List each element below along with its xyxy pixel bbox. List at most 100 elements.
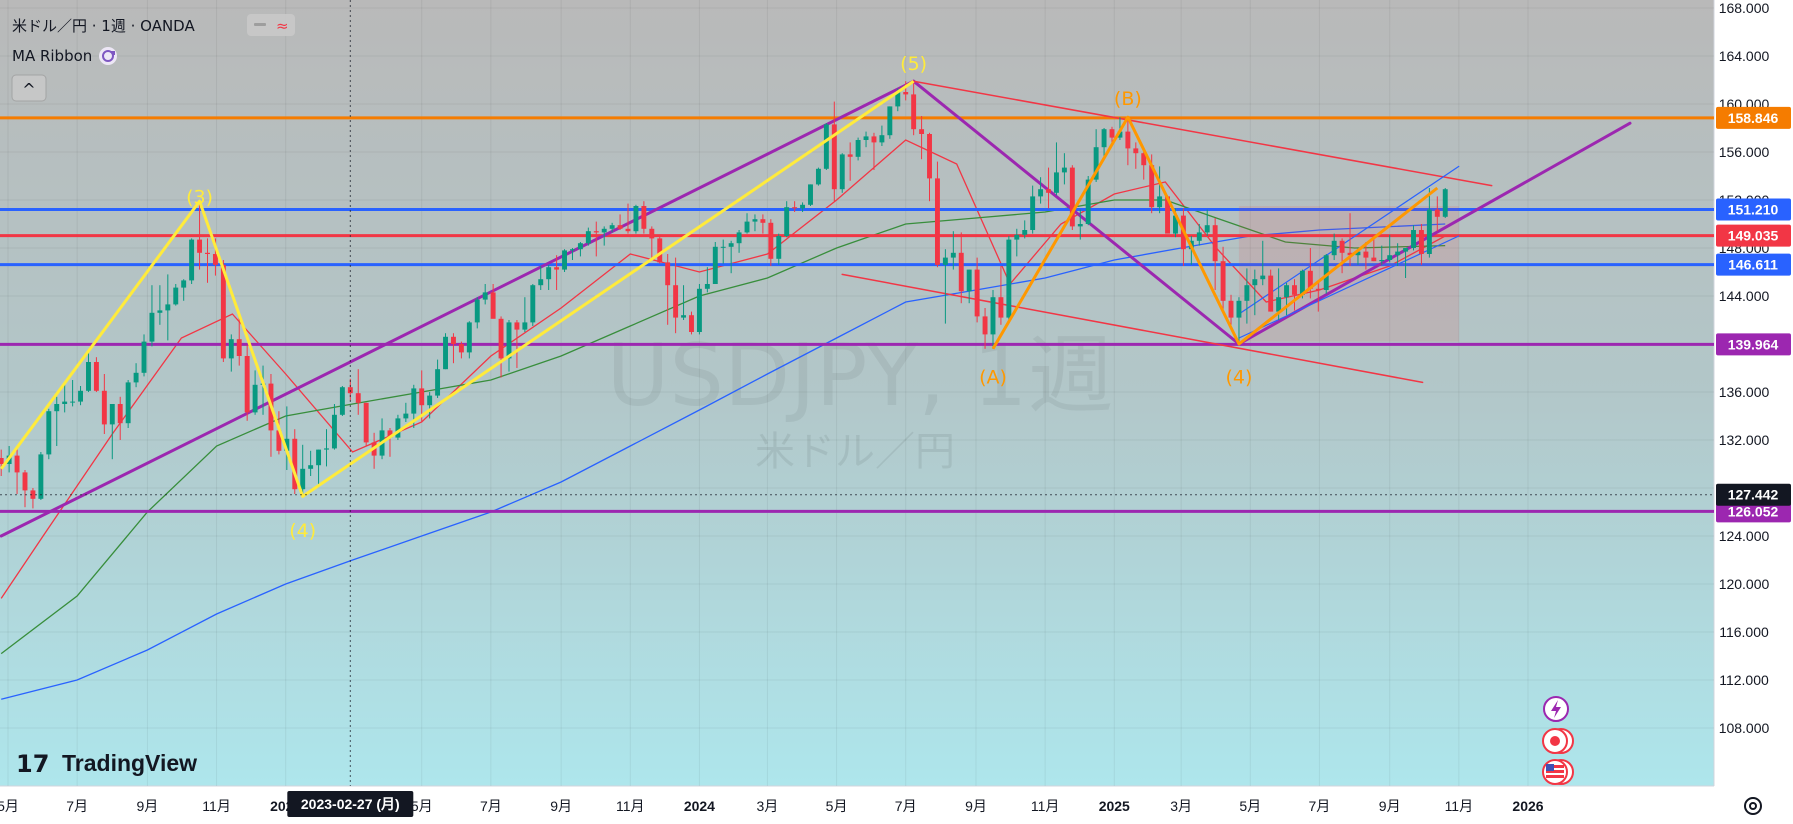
candle-body xyxy=(252,384,258,413)
candle-body xyxy=(205,252,210,254)
candle-body xyxy=(562,250,567,270)
candle-body xyxy=(792,207,798,209)
candle-body xyxy=(490,292,496,319)
candle-body xyxy=(800,204,806,209)
dividend-icon[interactable] xyxy=(1542,728,1574,754)
time-tick-label: 3月 xyxy=(1170,798,1192,814)
lightning-icon[interactable] xyxy=(1543,696,1569,722)
candle-body xyxy=(1030,196,1036,230)
horizontal-lines-layer xyxy=(0,116,1714,513)
price-tag xyxy=(1716,224,1791,247)
candle-body xyxy=(1093,147,1099,180)
trend-lines-layer xyxy=(0,79,1632,538)
candle-body xyxy=(681,315,687,318)
chevron-up-icon[interactable]: ^ xyxy=(22,80,35,99)
candle-body xyxy=(403,413,409,419)
price-tick-label: 116.000 xyxy=(1719,624,1769,640)
candle-body xyxy=(62,401,68,404)
candle-body xyxy=(506,322,512,359)
price-tag xyxy=(1716,253,1791,276)
candle-body xyxy=(133,372,139,383)
price-tag-label: 149.035 xyxy=(1728,228,1779,244)
candle-body xyxy=(411,388,417,414)
candle-body xyxy=(46,411,52,455)
time-tick-label: 7月 xyxy=(480,798,502,814)
candle-body xyxy=(744,221,750,233)
tradingview-logo[interactable]: 17 TradingView xyxy=(16,750,197,778)
time-tick-label: 5月 xyxy=(1239,798,1261,814)
candle-body xyxy=(1244,285,1250,301)
time-tick-label: 11月 xyxy=(1031,798,1060,814)
crosshair xyxy=(0,0,1714,786)
candle-body xyxy=(212,254,218,265)
candle-body xyxy=(117,404,123,424)
wave-label: (A) xyxy=(979,366,1007,388)
candle-body xyxy=(1109,129,1115,138)
range-box[interactable] xyxy=(1238,206,1459,342)
candle-body xyxy=(942,257,948,265)
us-flag-icon[interactable] xyxy=(1542,759,1574,785)
candle-body xyxy=(601,228,607,233)
time-tick-label: 9月 xyxy=(965,798,987,814)
trend-line[interactable] xyxy=(912,79,1241,346)
candle-body xyxy=(395,418,401,438)
price-tag xyxy=(1716,106,1791,129)
time-tick-label: 7月 xyxy=(895,798,917,814)
wave-label: (3) xyxy=(186,186,213,208)
candle-body xyxy=(141,341,147,373)
wave-labels-layer: (3) (4) (5) (A) (B) (4) xyxy=(186,53,1252,542)
candle-body xyxy=(704,284,710,289)
candle-body xyxy=(498,318,504,359)
wave-path[interactable] xyxy=(0,79,915,498)
candle-body xyxy=(879,135,885,143)
trend-line[interactable] xyxy=(0,79,916,538)
candle-body xyxy=(1077,224,1083,227)
candle-body xyxy=(157,310,163,313)
settings-gear-icon[interactable] xyxy=(1744,797,1762,815)
time-axis[interactable]: 5月 7月 9月 11月 2023 5月 7月 9月 11月 2024 3月 5月 7月 9月 11月 202… xyxy=(0,798,1544,814)
ma-line xyxy=(1,223,1446,700)
candle-body xyxy=(911,94,917,130)
wave-label: (4) xyxy=(289,520,316,542)
candle-body xyxy=(538,279,544,286)
candle-body xyxy=(30,490,36,499)
candle-body xyxy=(546,267,552,280)
trend-line[interactable] xyxy=(1238,165,1460,315)
approx-icon[interactable]: ≈ xyxy=(276,17,289,35)
candle-body xyxy=(641,206,647,229)
candle-body xyxy=(1276,297,1282,312)
legend: 米ドル／円 · 1週 · OANDA ≈ MA Ribbon ^ xyxy=(11,14,295,102)
candle-body xyxy=(958,252,964,292)
crosshair-price-label: 127.442 xyxy=(1728,487,1779,503)
time-tick-label: 5月 xyxy=(411,798,433,814)
trend-line[interactable] xyxy=(912,80,1493,187)
collapse-legend-button[interactable]: ^ xyxy=(11,74,47,102)
price-tick-label: 112.000 xyxy=(1719,672,1769,688)
time-tick-label: 2025 xyxy=(1099,798,1130,814)
price-tag-label: 139.964 xyxy=(1728,336,1779,352)
candle-body xyxy=(1157,196,1163,208)
candle-body xyxy=(736,232,742,244)
candle-body xyxy=(125,382,131,424)
candle-body xyxy=(1133,148,1139,154)
candle-body xyxy=(815,168,821,185)
candle-body xyxy=(1014,234,1020,240)
minus-icon[interactable] xyxy=(254,23,266,26)
candle-body xyxy=(1101,129,1107,148)
trend-line[interactable] xyxy=(841,273,1424,384)
candle-body xyxy=(673,285,679,318)
price-axis-background xyxy=(1714,0,1793,786)
refresh-icon[interactable] xyxy=(99,47,117,65)
event-icons[interactable] xyxy=(1542,696,1574,785)
legend-badges[interactable]: ≈ xyxy=(247,14,295,36)
candle-body xyxy=(1292,285,1297,295)
candle-body xyxy=(887,106,893,136)
candle-body xyxy=(363,402,369,443)
tv-logo-text: TradingView xyxy=(62,750,197,776)
candle-body xyxy=(919,129,925,134)
candle-body xyxy=(839,154,845,190)
wave-path[interactable] xyxy=(991,115,1439,350)
candle-body xyxy=(93,362,99,391)
